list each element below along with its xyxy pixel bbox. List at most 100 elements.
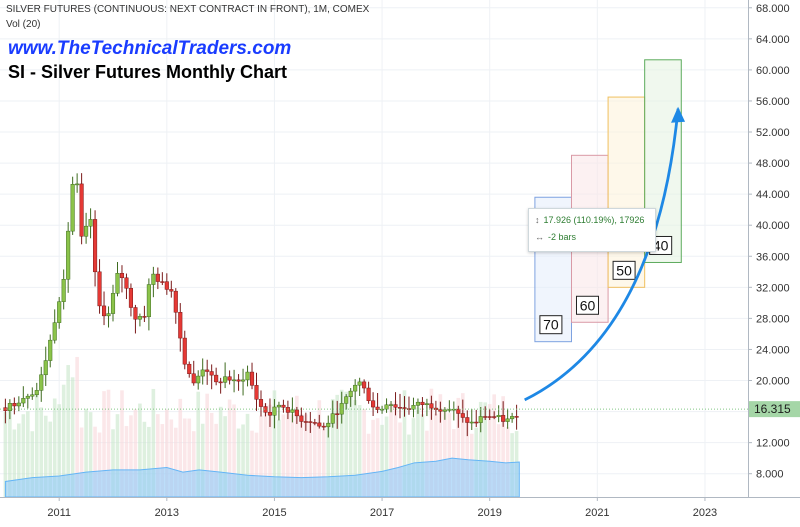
candle-body bbox=[61, 278, 66, 302]
volume-bar bbox=[321, 428, 326, 497]
candle-body bbox=[397, 407, 403, 409]
volume-bar bbox=[187, 418, 192, 497]
volume-bar bbox=[218, 406, 223, 497]
candle-body bbox=[196, 375, 201, 384]
candle-body bbox=[442, 409, 447, 412]
volume-bar bbox=[52, 398, 57, 497]
price-tick-label: 32.000 bbox=[756, 282, 790, 294]
candle-body bbox=[281, 404, 286, 408]
candle-body bbox=[52, 322, 57, 341]
projection-label: 60 bbox=[580, 297, 596, 313]
volume-bar bbox=[393, 400, 398, 497]
price-tick-label: 12.000 bbox=[756, 438, 790, 450]
candle-body bbox=[84, 225, 89, 237]
volume-bar bbox=[371, 419, 375, 497]
candle-body bbox=[142, 316, 147, 318]
candle-body bbox=[200, 369, 205, 377]
volume-average-area bbox=[4, 457, 520, 498]
candle-body bbox=[505, 418, 510, 422]
candle-body bbox=[353, 384, 358, 392]
candle-body bbox=[366, 387, 371, 401]
candle-body bbox=[245, 371, 250, 381]
volume-bar bbox=[196, 391, 201, 497]
projection-boxes: 70 60 50 40 bbox=[534, 59, 682, 343]
projection-label: 70 bbox=[543, 317, 559, 333]
candle-body bbox=[79, 183, 84, 237]
volume-bar bbox=[61, 384, 66, 497]
last-price-badge bbox=[749, 401, 800, 418]
volume-bar bbox=[344, 391, 348, 497]
volume-bar bbox=[173, 427, 178, 497]
volume-bar bbox=[75, 356, 79, 497]
volume-bar bbox=[286, 411, 290, 497]
volume-bar bbox=[362, 409, 366, 497]
candle-body bbox=[173, 290, 178, 313]
volume-bar bbox=[389, 402, 393, 497]
volume-bar bbox=[3, 412, 8, 497]
candle-body bbox=[465, 417, 470, 423]
candle-body bbox=[151, 273, 156, 285]
candle-body bbox=[474, 421, 479, 424]
volume-bar bbox=[12, 429, 17, 497]
volume-bar bbox=[420, 414, 425, 497]
volume-bar bbox=[317, 400, 322, 497]
time-tick-label: 2017 bbox=[370, 507, 394, 519]
volume-bar bbox=[182, 418, 187, 497]
candle-body bbox=[258, 399, 264, 407]
candle-body bbox=[57, 301, 62, 323]
volume-bar bbox=[496, 424, 501, 497]
volume-bar bbox=[443, 407, 447, 497]
volume-bar bbox=[138, 403, 142, 497]
volume-bar bbox=[133, 409, 138, 497]
price-tick-label: 56.000 bbox=[756, 96, 790, 108]
volume-bar bbox=[447, 413, 452, 497]
volume-bar bbox=[259, 415, 263, 497]
horizontal-range-icon: ↔ bbox=[535, 232, 544, 242]
candle-body bbox=[308, 421, 313, 423]
volume-bar bbox=[478, 401, 483, 497]
candle-body bbox=[456, 408, 461, 414]
volume-bar bbox=[375, 418, 380, 497]
candle-body bbox=[514, 416, 519, 418]
candle-body bbox=[285, 407, 290, 413]
volume-bar bbox=[299, 413, 304, 497]
candle-body bbox=[182, 337, 187, 365]
candle-body bbox=[75, 183, 80, 186]
volume-bar bbox=[250, 430, 254, 497]
time-axis[interactable]: 2011 2013 2015 2017 2019 2021 2023 bbox=[0, 497, 800, 527]
candle-body bbox=[232, 379, 237, 382]
candle-body bbox=[429, 403, 434, 409]
volume-bar bbox=[330, 399, 335, 497]
volume-bar bbox=[416, 407, 420, 497]
volume-bar bbox=[429, 388, 434, 497]
candle-body bbox=[21, 398, 26, 404]
price-tick-label: 64.000 bbox=[756, 34, 790, 46]
candle-body bbox=[205, 369, 210, 372]
volume-bar bbox=[456, 397, 461, 497]
volume-layer bbox=[3, 356, 520, 498]
volume-bar bbox=[124, 426, 129, 497]
chart-title: SILVER FUTURES (CONTINUOUS: NEXT CONTRAC… bbox=[6, 4, 370, 15]
volume-bar bbox=[70, 377, 75, 497]
website-watermark: www.TheTechnicalTraders.com bbox=[8, 38, 292, 59]
volume-bar bbox=[191, 431, 196, 497]
candle-body bbox=[12, 403, 17, 407]
candle-body bbox=[312, 422, 317, 424]
candle-body bbox=[469, 421, 474, 424]
candle-body bbox=[371, 400, 376, 408]
candle-body bbox=[218, 381, 223, 384]
candle-body bbox=[375, 406, 380, 410]
volume-bar bbox=[241, 424, 245, 497]
volume-bar bbox=[39, 407, 44, 497]
candle-body bbox=[249, 371, 255, 386]
volume-bar bbox=[335, 394, 340, 497]
price-tick-label: 68.000 bbox=[756, 3, 790, 15]
candle-body bbox=[380, 408, 385, 411]
price-axis[interactable]: 8.00012.00016.00020.00024.00028.00032.00… bbox=[748, 0, 800, 497]
volume-indicator-label[interactable]: Vol (20) bbox=[6, 19, 41, 30]
volume-bar bbox=[142, 421, 147, 497]
vertical-range-icon: ↕ bbox=[535, 215, 540, 225]
candle-body bbox=[272, 406, 277, 416]
price-tick-label: 28.000 bbox=[756, 313, 790, 325]
price-tick-label: 52.000 bbox=[756, 127, 790, 139]
